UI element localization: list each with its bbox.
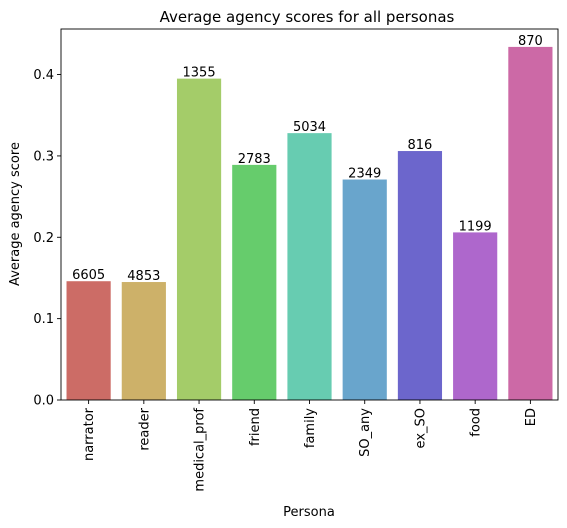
bar-food xyxy=(453,232,498,400)
y-tick-label-1: 0.1 xyxy=(33,312,54,327)
bars-group xyxy=(66,46,553,401)
y-tick-label-0: 0.0 xyxy=(33,394,54,409)
x-tick-label-ex_SO: ex_SO xyxy=(413,408,428,448)
x-tick-label-ED: ED xyxy=(524,408,539,426)
y-tick-label-3: 0.3 xyxy=(33,149,54,164)
x-tick-label-friend: friend xyxy=(248,408,263,446)
data-label-medical_prof: 1355 xyxy=(183,66,216,81)
y-tick-label-2: 0.2 xyxy=(33,231,54,246)
data-label-reader: 4853 xyxy=(127,269,160,284)
data-label-ED: 870 xyxy=(518,34,543,49)
x-tick-label-SO_any: SO_any xyxy=(358,408,373,457)
bar-SO_any xyxy=(342,179,387,400)
bar-reader xyxy=(121,282,166,400)
bar-family xyxy=(287,133,332,400)
data-label-narrator: 6605 xyxy=(72,268,105,283)
bar-ED xyxy=(508,46,553,401)
data-label-family: 5034 xyxy=(293,120,326,135)
data-label-friend: 2783 xyxy=(238,152,271,167)
chart-title: Average agency scores for all personas xyxy=(160,8,455,26)
plot-frame xyxy=(60,28,559,401)
x-tick-label-food: food xyxy=(469,408,484,437)
bar-medical_prof xyxy=(176,78,222,400)
data-label-SO_any: 2349 xyxy=(348,167,381,182)
x-tick-label-reader: reader xyxy=(137,407,152,450)
bar-ex_SO xyxy=(397,151,443,400)
bar-friend xyxy=(232,164,277,400)
y-tick-label-4: 0.4 xyxy=(33,68,54,83)
x-axis: narrator reader medical_prof friend family SO… xyxy=(82,400,539,492)
data-label-ex_SO: 816 xyxy=(408,138,433,153)
x-tick-label-narrator: narrator xyxy=(82,407,97,461)
y-axis: 0.0 0.1 0.2 0.3 0.4 xyxy=(33,68,61,409)
data-label-food: 1199 xyxy=(459,219,492,234)
x-axis-label: Persona xyxy=(283,505,335,520)
bar-narrator xyxy=(66,281,111,400)
data-labels-group: 6605 4853 1355 2783 5034 2349 816 1199 870 xyxy=(72,34,543,284)
y-axis-label: Average agency score xyxy=(8,142,23,286)
x-tick-label-medical_prof: medical_prof xyxy=(193,408,208,492)
x-tick-label-family: family xyxy=(303,408,318,448)
